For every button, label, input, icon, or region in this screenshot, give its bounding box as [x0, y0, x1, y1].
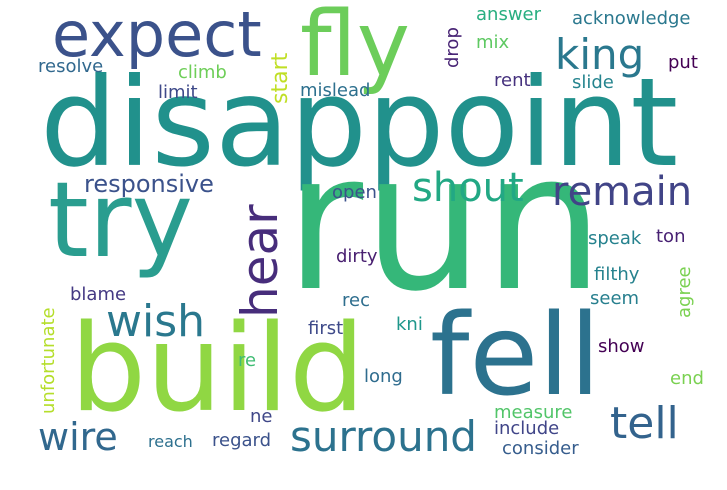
- word-surround: surround: [290, 412, 477, 461]
- word-shout: shout: [412, 165, 524, 211]
- word-end: end: [670, 368, 704, 389]
- word-long: long: [364, 366, 403, 387]
- word-fly: fly: [300, 0, 410, 97]
- word-re: re: [238, 350, 257, 371]
- word-include: include: [494, 418, 560, 439]
- word-king: king: [555, 30, 645, 79]
- word-wish: wish: [106, 296, 206, 347]
- word-acknowledge: acknowledge: [572, 8, 691, 29]
- word-blame: blame: [70, 284, 127, 305]
- word-responsive: responsive: [84, 170, 214, 198]
- word-ne: ne: [250, 406, 273, 427]
- word-seem: seem: [590, 288, 640, 309]
- word-start: start: [268, 52, 293, 104]
- word-show: show: [598, 336, 645, 357]
- word-answer: answer: [476, 4, 542, 25]
- word-unfortunate: unfortunate: [38, 307, 59, 414]
- word-mislead: mislead: [300, 80, 371, 101]
- word-drop: drop: [442, 27, 463, 68]
- word-ton: ton: [656, 226, 686, 247]
- word-remain: remain: [552, 169, 693, 215]
- word-measure: measure: [494, 402, 573, 423]
- word-agree: agree: [674, 266, 695, 318]
- word-put: put: [668, 52, 698, 73]
- word-consider: consider: [502, 438, 579, 459]
- word-speak: speak: [588, 228, 642, 249]
- word-build: build: [70, 300, 366, 439]
- word-run: run: [285, 112, 604, 333]
- word-tell: tell: [610, 398, 679, 449]
- word-kni: kni: [396, 314, 423, 335]
- word-disappoint: disappoint: [40, 52, 679, 194]
- word-regard: regard: [212, 430, 272, 451]
- word-open: open: [332, 182, 377, 203]
- word-hear: hear: [231, 204, 289, 318]
- word-limit: limit: [158, 82, 198, 103]
- word-wire: wire: [38, 415, 118, 459]
- word-rec: rec: [342, 290, 370, 311]
- word-slide: slide: [572, 72, 614, 93]
- word-fell: fell: [430, 291, 601, 421]
- word-climb: climb: [178, 62, 227, 83]
- word-expect: expect: [52, 0, 262, 71]
- word-resolve: resolve: [38, 56, 104, 77]
- word-rent: rent: [494, 70, 531, 91]
- word-dirty: dirty: [336, 246, 378, 267]
- word-first: first: [308, 318, 344, 339]
- word-reach: reach: [148, 432, 193, 451]
- word-mix: mix: [476, 32, 510, 53]
- word-filthy: filthy: [594, 264, 640, 285]
- word-try: try: [48, 159, 194, 281]
